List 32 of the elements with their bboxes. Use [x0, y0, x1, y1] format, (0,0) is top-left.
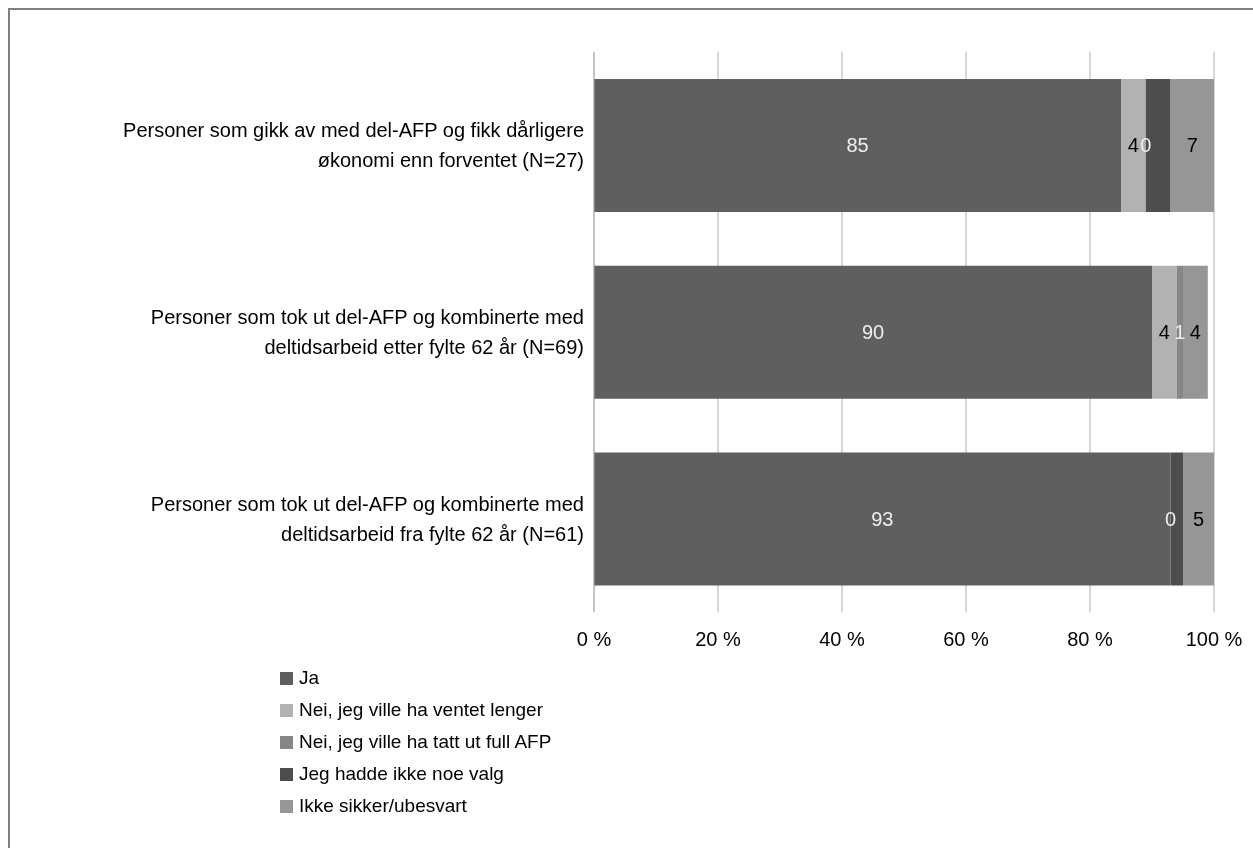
data-label: 4 [1158, 321, 1170, 343]
bar [1152, 265, 1177, 399]
bar [594, 265, 1152, 399]
legend-label: Nei, jeg ville ha ventet lenger [299, 698, 543, 722]
legend-label: Nei, jeg ville ha tatt ut full AFP [299, 730, 552, 754]
data-label: 90 [861, 321, 885, 343]
bar [1183, 265, 1208, 399]
y-tick-label: Personer som tok ut del-AFP og kombinerte med deltidsarbeid etter fylte 62 år (N=69) [150, 306, 584, 358]
data-label: 4 [1189, 321, 1201, 343]
legend-label: Ja [299, 666, 320, 690]
data-label: 0 [1140, 134, 1152, 157]
x-tick-label: 100 % [1185, 628, 1243, 651]
data-label: 85 [846, 134, 869, 157]
bar [594, 79, 1121, 213]
y-tick-label: Personer som gikk av med del-AFP og fikk dårligere økonomi enn forventet (N=27) [123, 119, 584, 172]
x-tick-label: 80 % [1067, 628, 1114, 651]
bar [1183, 452, 1214, 586]
x-tick-label: 0 % [576, 628, 612, 651]
data-label: 5 [1192, 507, 1205, 530]
x-tick-label: 40 % [819, 628, 866, 651]
data-label: 1 [1174, 321, 1186, 343]
legend-label: Ikke sikker/ubesvart [299, 794, 467, 818]
x-tick-label: 20 % [695, 628, 742, 651]
data-label: 0 [1165, 507, 1177, 530]
legend-label: Jeg hadde ikke noe valg [299, 762, 504, 786]
data-label: 4 [1127, 134, 1139, 157]
data-label: 7 [1186, 134, 1198, 157]
bar [1176, 265, 1183, 399]
bar [1170, 79, 1214, 213]
y-tick-label: Personer som tok ut del-AFP og kombinerte med deltidsarbeid fra fylte 62 år (N=61) [150, 492, 584, 545]
x-tick-label: 60 % [943, 628, 990, 651]
data-label: 93 [871, 507, 894, 530]
